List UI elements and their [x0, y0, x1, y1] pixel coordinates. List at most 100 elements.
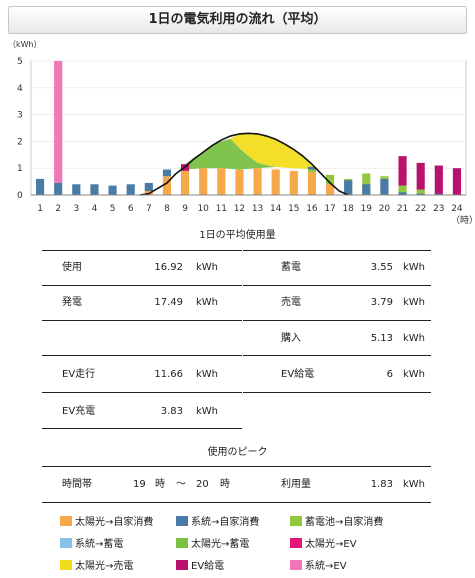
- x-tick-label: 3: [73, 204, 79, 214]
- bar-grid_ev: [54, 61, 63, 183]
- summary-caption: 1日の平均使用量: [199, 230, 276, 241]
- buy-unit: kWh: [403, 333, 426, 344]
- legend-label: 太陽光→自家消費: [75, 517, 154, 528]
- legend-item: 太陽光→EV: [290, 538, 357, 551]
- ev-drive-value: 11.66: [154, 369, 183, 380]
- x-tick-label: 6: [128, 204, 134, 214]
- legend-label: 系統→蓄電: [75, 539, 124, 550]
- divider: [243, 392, 431, 393]
- peak-time-label: 時間帯: [62, 479, 92, 490]
- bar-solar_self: [307, 172, 317, 195]
- y-tick-label: 2: [17, 137, 23, 147]
- legend-item: 系統→自家消費: [176, 516, 259, 529]
- bar-grid_self: [108, 185, 117, 195]
- x-tick-label: 12: [234, 204, 245, 214]
- legend-item: EV給電: [176, 560, 224, 573]
- legend-item: 系統→EV: [290, 560, 347, 573]
- storage-unit: kWh: [403, 262, 426, 273]
- legend-label: 系統→自家消費: [191, 517, 260, 528]
- peak-start-unit: 時: [155, 479, 165, 490]
- area-solar_charge: [179, 138, 276, 170]
- x-tick-label: 13: [252, 204, 263, 214]
- peak-end-unit: 時: [220, 479, 230, 490]
- x-tick-label: 15: [288, 204, 299, 214]
- ev-drive-unit: kWh: [196, 369, 219, 380]
- divider: [42, 392, 242, 393]
- legend-label: 太陽光→売電: [75, 561, 134, 572]
- storage-value: 3.55: [370, 262, 393, 273]
- divider: [42, 250, 242, 251]
- legend-item: 系統→蓄電: [60, 538, 123, 551]
- y-tick-label: 0: [17, 191, 23, 201]
- peak-amount-label: 利用量: [281, 479, 311, 490]
- usage-unit: kWh: [196, 262, 219, 273]
- bar-grid_self: [416, 193, 425, 195]
- bar-solar_self: [253, 168, 262, 195]
- legend-swatch: [60, 538, 72, 548]
- x-tick-label: 17: [324, 204, 335, 214]
- peak-caption: 使用のピーク: [207, 447, 268, 458]
- bar-ev_supply: [434, 165, 443, 195]
- x-tick-label: 21: [397, 204, 408, 214]
- bar-grid_self: [380, 178, 389, 195]
- legend-label: EV給電: [191, 561, 225, 572]
- ev-charge-unit: kWh: [196, 406, 219, 417]
- peak-amount-value: 1.83: [370, 479, 393, 490]
- buy-label: 購入: [281, 333, 301, 344]
- x-tick-label: 24: [451, 204, 463, 214]
- y-axis-label: （kWh）: [8, 40, 42, 49]
- divider: [42, 428, 242, 429]
- ev-supply-label: EV給電: [281, 369, 315, 380]
- x-tick-label: 19: [361, 204, 373, 214]
- legend-item: 蓄電池→自家消費: [290, 516, 383, 529]
- peak-end: 20: [196, 479, 209, 490]
- usage-value: 16.92: [154, 262, 183, 273]
- bar-solar_self: [180, 170, 190, 195]
- divider: [243, 355, 431, 356]
- bar-solar_self: [235, 169, 244, 195]
- legend-swatch: [290, 538, 302, 548]
- y-tick-label: 1: [17, 164, 23, 174]
- bar-grid_self: [54, 182, 63, 195]
- x-tick-label: 8: [164, 204, 170, 214]
- x-tick-label: 11: [216, 204, 227, 214]
- sell-unit: kWh: [403, 297, 426, 308]
- divider: [42, 355, 242, 356]
- storage-label: 蓄電: [281, 262, 301, 273]
- y-tick-label: 4: [17, 84, 23, 94]
- divider: [42, 502, 431, 503]
- legend-swatch: [60, 560, 72, 570]
- x-tick-label: 7: [146, 204, 152, 214]
- x-tick-label: 4: [92, 204, 98, 214]
- plot-area: [30, 60, 467, 196]
- usage-label: 使用: [62, 262, 82, 273]
- bar-battery_self: [416, 189, 425, 195]
- x-tick-label: 2: [55, 204, 61, 214]
- bar-ev_supply: [416, 162, 425, 190]
- bar-grid_self: [307, 166, 317, 170]
- bar-grid_self: [126, 184, 135, 195]
- sell-label: 売電: [281, 297, 301, 308]
- ev-charge-label: EV充電: [62, 406, 96, 417]
- legend-swatch: [290, 516, 302, 526]
- ev-supply-unit: kWh: [403, 369, 426, 380]
- legend-item: 太陽光→売電: [60, 560, 133, 573]
- buy-value: 5.13: [370, 333, 393, 344]
- generation-unit: kWh: [196, 297, 219, 308]
- ev-supply-value: 6: [386, 369, 393, 380]
- x-tick-label: 16: [306, 204, 318, 214]
- chart-legend: 太陽光→自家消費 系統→自家消費 蓄電池→自家消費 系統→蓄電 太陽光→蓄電 太陽光→EV…: [60, 516, 460, 576]
- bar-grid_self: [144, 182, 153, 191]
- bar-solar_self: [199, 168, 208, 195]
- legend-swatch: [176, 560, 188, 570]
- divider: [42, 466, 431, 467]
- peak-tilde: ～: [176, 479, 186, 490]
- sell-value: 3.79: [370, 297, 393, 308]
- x-axis-label: （時）: [451, 215, 475, 224]
- x-tick-label: 14: [270, 204, 282, 214]
- x-tick-label: 18: [342, 204, 354, 214]
- ev-charge-value: 3.83: [160, 406, 183, 417]
- divider: [42, 285, 242, 286]
- bar-battery_self: [398, 185, 407, 195]
